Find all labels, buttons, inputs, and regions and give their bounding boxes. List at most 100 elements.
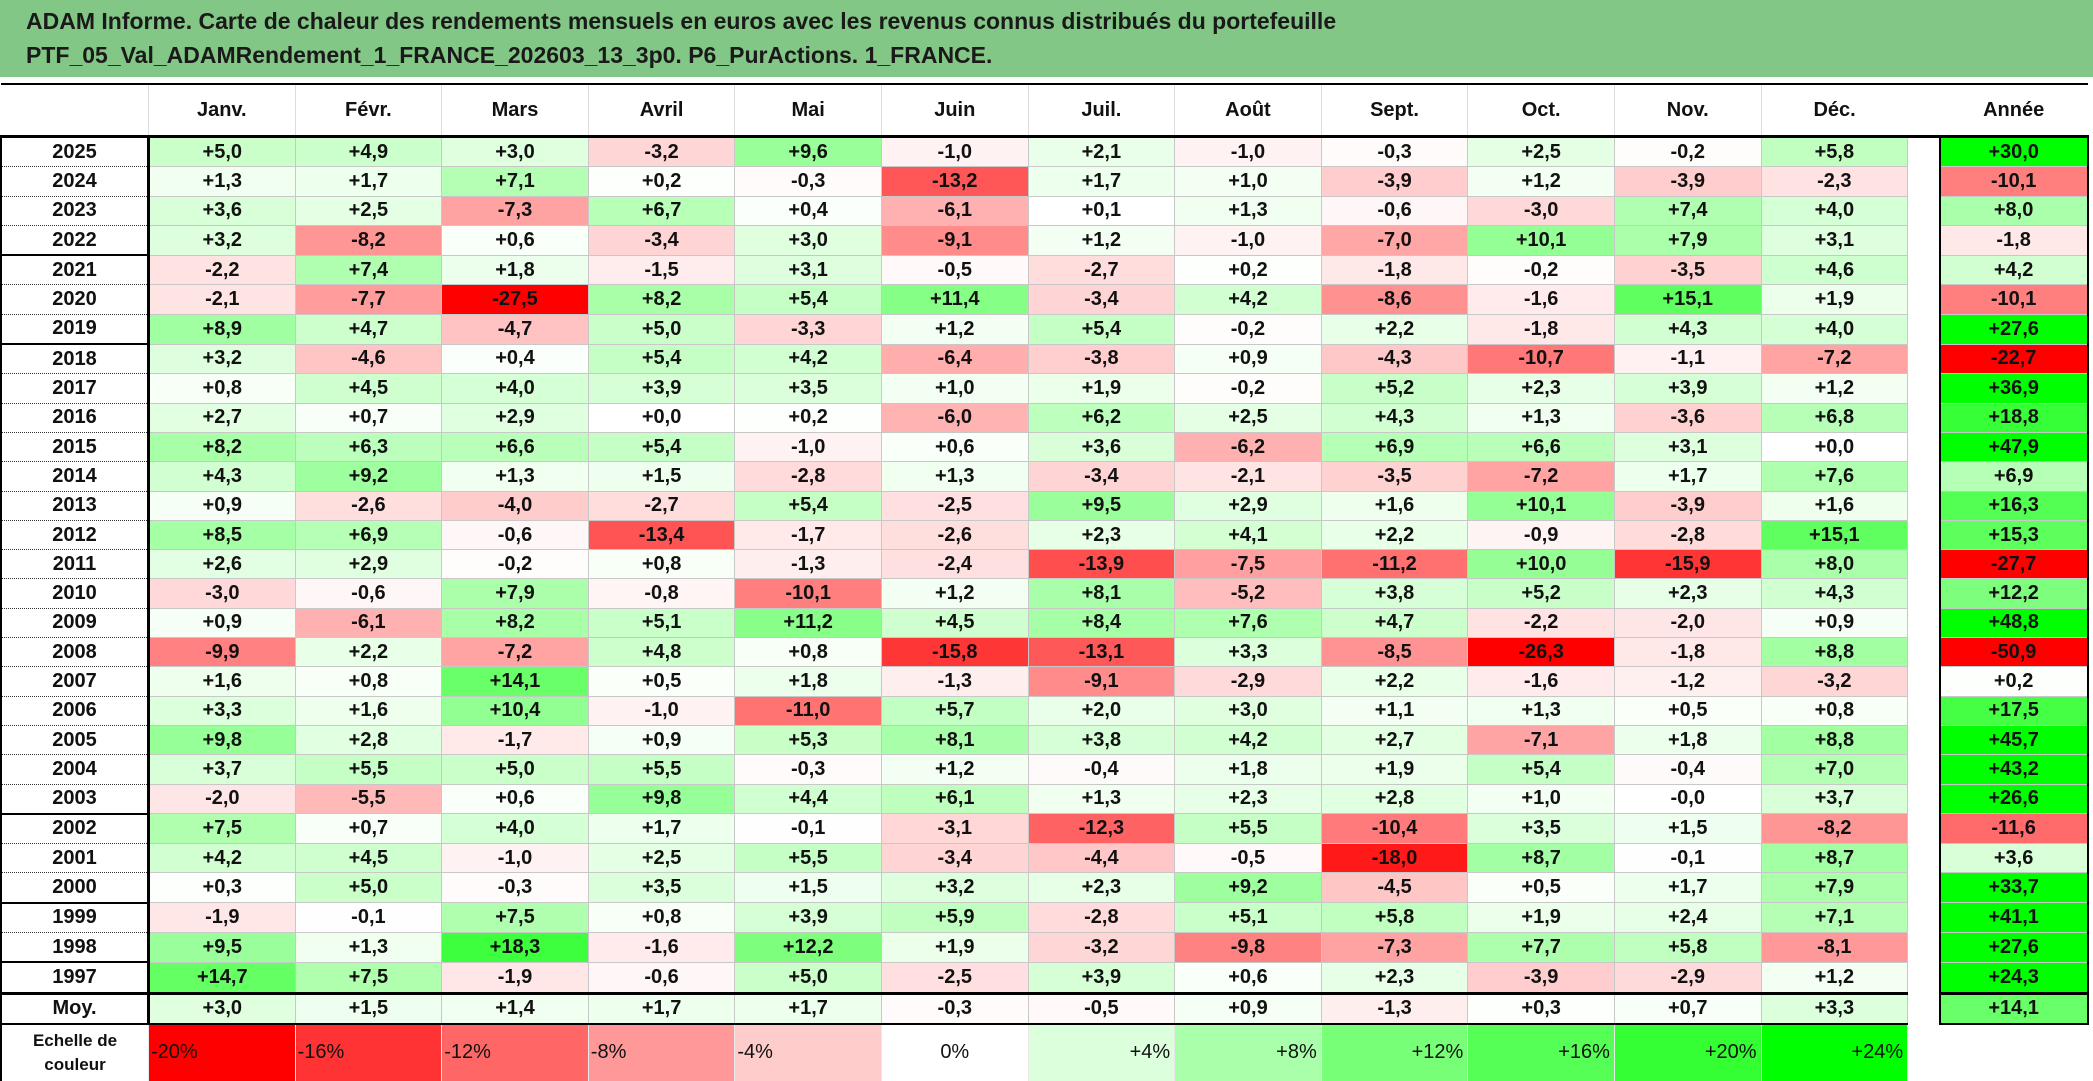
year-label: 2017 — [0, 373, 150, 404]
heatmap-cell: +1,8 — [1613, 724, 1762, 756]
title-line-1: ADAM Informe. Carte de chaleur des rende… — [26, 8, 1337, 34]
heatmap-cell: +0,2 — [734, 402, 882, 433]
spacer — [1907, 902, 1940, 933]
heatmap-cell: +1,3 — [1467, 695, 1615, 726]
heatmap-cell: +5,5 — [734, 843, 882, 874]
heatmap-cell: -9,8 — [1174, 932, 1322, 963]
heatmap-cell: +4,0 — [1760, 313, 1909, 345]
heatmap-cell: +5,5 — [587, 754, 736, 785]
year-label: 2018 — [0, 344, 150, 375]
average-cell: +3,3 — [1760, 991, 1909, 1025]
heatmap-cell: +8,1 — [880, 724, 1029, 756]
heatmap-cell: +5,8 — [1320, 902, 1469, 934]
heatmap-cell: -1,0 — [880, 135, 1029, 168]
heatmap-cell: -7,2 — [441, 637, 589, 668]
heatmap-cell: +5,4 — [1467, 754, 1615, 785]
year-row: 2017 +0,8 +4,5 +4,0 +3,9 +3,5 +1,0 +1,9 -0,2 +5,2… — [0, 373, 2089, 404]
heatmap-cell: +1,1 — [1320, 695, 1469, 726]
heatmap-cell: +7,1 — [441, 166, 589, 197]
heatmap-cell: -11,0 — [734, 695, 882, 726]
heatmap-cell: -6,0 — [880, 402, 1029, 433]
heatmap-cell: +2,5 — [294, 195, 443, 226]
heatmap-cell: -3,4 — [1027, 284, 1176, 315]
year-label: 2022 — [0, 225, 150, 257]
average-label: Moy. — [0, 991, 150, 1025]
heatmap-cell: +5,0 — [148, 135, 296, 168]
scale-spacer — [1908, 1024, 2088, 1081]
heatmap-cell: +1,2 — [880, 754, 1029, 785]
heatmap-cell: -7,2 — [1467, 461, 1615, 492]
spacer — [1907, 255, 1940, 285]
heatmap-cell: -7,2 — [1760, 343, 1909, 375]
heatmap-cell: +10,0 — [1467, 549, 1615, 580]
heatmap-cell: +7,6 — [1760, 461, 1909, 492]
year-row: 2012 +8,5 +6,9 -0,6 -13,4 -1,7 -2,6 +2,3 +4,1 +2,… — [0, 519, 2089, 551]
heatmap-cell: -1,6 — [1467, 666, 1615, 697]
report-title: ADAM Informe. Carte de chaleur des rende… — [0, 0, 2093, 77]
heatmap-cell: +3,9 — [587, 373, 736, 404]
heatmap-cell: -0,1 — [294, 902, 443, 934]
annual-header: Année — [1939, 83, 2088, 138]
heatmap-cell: -0,0 — [1613, 783, 1762, 815]
heatmap-cell: -1,9 — [148, 902, 296, 934]
heatmap-cell: -3,3 — [734, 313, 882, 345]
heatmap-cell: +1,6 — [1760, 490, 1909, 521]
heatmap-cell: -2,1 — [1174, 461, 1322, 492]
heatmap-cell: -2,0 — [1613, 607, 1762, 639]
heatmap-cell: +1,2 — [1760, 373, 1909, 404]
heatmap-cell: +7,4 — [294, 254, 443, 286]
heatmap-cell: -0,5 — [1174, 843, 1322, 874]
color-scale-swatch: -20% — [148, 1023, 296, 1081]
heatmap-cell: -3,2 — [1760, 666, 1909, 697]
heatmap-cell: +11,4 — [880, 284, 1029, 315]
heatmap-cell: -3,4 — [880, 843, 1029, 874]
color-scale-swatch: -4% — [734, 1023, 882, 1081]
heatmap-cell: -0,6 — [1320, 195, 1469, 226]
title-line-2: PTF_05_Val_ADAMRendement_1_FRANCE_202603… — [26, 42, 993, 68]
heatmap-cell: +1,7 — [1613, 872, 1762, 904]
color-scale-swatch: +12% — [1321, 1023, 1469, 1081]
year-row: 2025 +5,0 +4,9 +3,0 -3,2 +9,6 -1,0 +2,1 -1,0 -0,3… — [0, 135, 2089, 168]
color-scale-label-line2: couleur — [44, 1054, 106, 1074]
heatmap-cell: -4,6 — [294, 343, 443, 375]
heatmap-cell: +5,8 — [1760, 135, 1909, 168]
heatmap-cell: +5,4 — [587, 431, 736, 463]
heatmap-cell: -7,3 — [441, 195, 589, 226]
heatmap-cell: -0,8 — [587, 578, 736, 609]
annual-cell: +41,1 — [1938, 902, 2089, 934]
heatmap-cell: -0,2 — [441, 549, 589, 580]
heatmap-cell: -3,6 — [1613, 402, 1762, 433]
heatmap-cell: -3,5 — [1320, 461, 1469, 492]
heatmap-cell: +6,6 — [441, 431, 589, 463]
heatmap-cell: +0,9 — [148, 490, 296, 521]
year-row: 1997 +14,7 +7,5 -1,9 -0,6 +5,0 -2,5 +3,9 +0,6 +2,… — [0, 961, 2089, 994]
color-scale-swatch: -8% — [588, 1023, 736, 1081]
heatmap-cell: +8,2 — [148, 431, 296, 463]
heatmap-cell: +4,6 — [1760, 254, 1909, 286]
heatmap-cell: +9,6 — [734, 135, 882, 168]
spacer — [1907, 932, 1940, 963]
year-row: 2005 +9,8 +2,8 -1,7 +0,9 +5,3 +8,1 +3,8 +4,2 +2,7… — [0, 724, 2089, 756]
heatmap-cell: -1,0 — [441, 843, 589, 874]
spacer — [1907, 754, 1940, 785]
heatmap-cell: -10,4 — [1320, 813, 1469, 845]
average-cell: -0,5 — [1027, 991, 1176, 1025]
heatmap-cell: -1,8 — [1320, 254, 1469, 286]
year-label: 2012 — [0, 520, 150, 551]
annual-cell: +3,6 — [1938, 843, 2089, 874]
heatmap-cell: -3,0 — [1467, 195, 1615, 226]
heatmap-cell: +3,2 — [148, 224, 296, 256]
heatmap-cell: -13,2 — [880, 166, 1029, 197]
heatmap-cell: +5,2 — [1320, 373, 1469, 404]
heatmap-cell: -8,2 — [1760, 813, 1909, 845]
average-cell: +0,9 — [1174, 991, 1322, 1025]
heatmap-cell: +7,5 — [148, 813, 296, 845]
year-row: 2011 +2,6 +2,9 -0,2 +0,8 -1,3 -2,4 -13,9 -7,5 -11… — [0, 549, 2089, 580]
heatmap-cell: +2,4 — [1613, 902, 1762, 934]
heatmap-cell: +3,0 — [1174, 695, 1322, 726]
year-label: 2000 — [0, 872, 150, 904]
year-label: 2008 — [0, 637, 150, 668]
heatmap-cell: +0,7 — [294, 402, 443, 433]
heatmap-cell: +8,1 — [1027, 578, 1176, 609]
heatmap-cell: +10,4 — [441, 695, 589, 726]
